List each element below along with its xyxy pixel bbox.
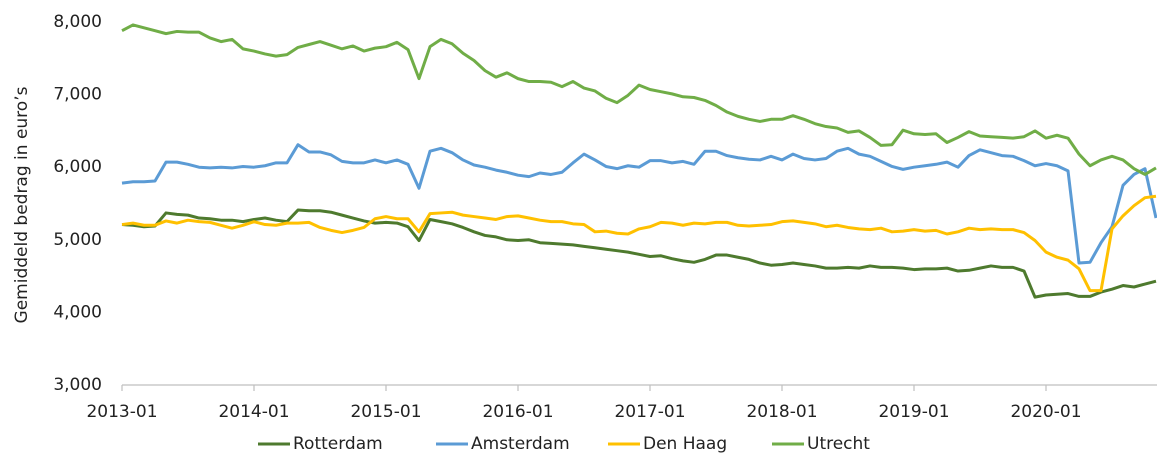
x-tick-label: 2020-01	[1010, 402, 1081, 422]
y-tick-label: 3,000	[53, 375, 102, 395]
y-axis-label: Gemiddeld bedrag in euro’s	[12, 86, 32, 323]
legend-label: Amsterdam	[471, 434, 570, 454]
series-line	[121, 208, 1157, 299]
x-tick-label: 2014-01	[218, 402, 289, 422]
x-tick-label: 2017-01	[614, 402, 685, 422]
series-line	[121, 194, 1157, 293]
x-tick-label: 2018-01	[746, 402, 817, 422]
x-tick-label: 2019-01	[878, 402, 949, 422]
legend-label: Den Haag	[643, 434, 727, 454]
y-tick-label: 4,000	[53, 302, 102, 322]
y-tick-label: 5,000	[53, 230, 102, 250]
y-tick-label: 6,000	[53, 157, 102, 177]
y-tick-label: 8,000	[53, 12, 102, 32]
legend-label: Utrecht	[807, 434, 870, 454]
x-tick-label: 2016-01	[482, 402, 553, 422]
y-tick-label: 7,000	[53, 85, 102, 105]
series-line	[121, 23, 1157, 176]
x-tick-label: 2015-01	[350, 402, 421, 422]
series-line	[121, 143, 1157, 265]
legend-label: Rotterdam	[293, 434, 383, 454]
x-tick-label: 2013-01	[86, 402, 157, 422]
